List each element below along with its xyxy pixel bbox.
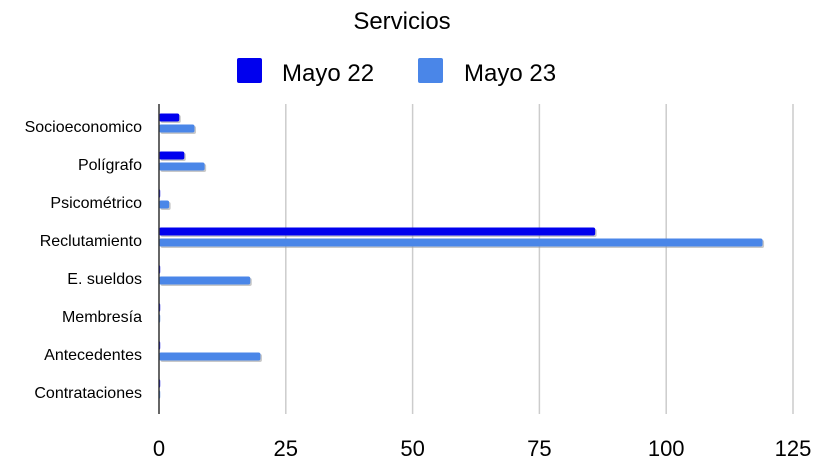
y-tick-label: Contrataciones xyxy=(34,385,142,402)
legend-item-mayo-23: Mayo 23 xyxy=(418,58,556,87)
chart-title: Servicios xyxy=(353,8,450,35)
bar-mayo-23-e-sueldos xyxy=(159,276,251,285)
y-tick-label: Socioeconomico xyxy=(25,119,143,136)
gridlines xyxy=(285,104,794,414)
x-tick-label: 0 xyxy=(153,436,165,461)
y-tick-label: Psicométrico xyxy=(50,195,142,212)
legend: Mayo 22 Mayo 23 xyxy=(237,58,556,87)
y-tick-label: Antecedentes xyxy=(44,347,142,364)
y-tick-label: E. sueldos xyxy=(67,271,142,288)
y-tick-label: Polígrafo xyxy=(78,157,142,174)
legend-label-mayo-22: Mayo 22 xyxy=(282,60,374,87)
y-tick-label: Reclutamiento xyxy=(40,233,142,250)
x-tick-label: 50 xyxy=(400,436,424,461)
legend-swatch-mayo-23 xyxy=(418,58,443,83)
bar-mayo-22-reclutamiento xyxy=(159,227,596,236)
bar-mayo-23-psicometrico xyxy=(159,200,170,209)
bar-mayo-23-socioeconomico xyxy=(159,124,195,133)
y-tick-label: Membresía xyxy=(62,309,142,326)
legend-item-mayo-22: Mayo 22 xyxy=(237,58,374,87)
legend-label-mayo-23: Mayo 23 xyxy=(464,60,556,87)
bar-mayo-22-socioeconomico xyxy=(159,113,180,122)
x-tick-label: 25 xyxy=(274,436,298,461)
x-axis-labels: 0 25 50 75 100 125 xyxy=(153,436,811,461)
bar-mayo-23-poligrafo xyxy=(159,162,205,171)
bars xyxy=(159,113,765,399)
bar-mayo-22-poligrafo xyxy=(159,151,185,160)
bar-mayo-23-reclutamiento xyxy=(159,238,763,247)
bar-mayo-23-antecedentes xyxy=(159,352,261,361)
x-tick-label: 75 xyxy=(527,436,551,461)
x-tick-label: 125 xyxy=(775,436,812,461)
legend-swatch-mayo-22 xyxy=(237,58,262,83)
x-tick-label: 100 xyxy=(648,436,685,461)
y-axis-labels: Socioeconomico Polígrafo Psicométrico Reclu… xyxy=(25,119,143,402)
